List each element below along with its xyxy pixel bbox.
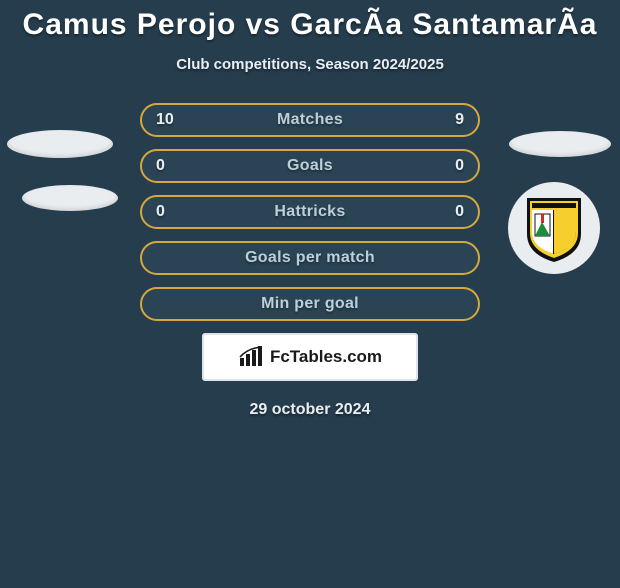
fctables-logo-box: FcTables.com [202, 333, 418, 381]
stat-row-matches: 10 Matches 9 [140, 103, 480, 137]
stat-left-value: 10 [156, 111, 174, 129]
page-subtitle: Club competitions, Season 2024/2025 [0, 56, 620, 73]
fctables-logo-text: FcTables.com [270, 347, 382, 367]
stat-row-hattricks: 0 Hattricks 0 [140, 195, 480, 229]
stat-row-goals: 0 Goals 0 [140, 149, 480, 183]
stat-row-min-per-goal: Min per goal [140, 287, 480, 321]
stat-label: Matches [277, 111, 343, 129]
page-title: Camus Perojo vs GarcÃ­a SantamarÃ­a [0, 8, 620, 42]
stat-right-value: 0 [455, 157, 464, 175]
stat-label: Goals per match [245, 249, 375, 267]
stat-left-value: 0 [156, 203, 165, 221]
stats-area: 10 Matches 9 0 Goals 0 0 Hattricks 0 Goa… [0, 103, 620, 321]
stat-left-value: 0 [156, 157, 165, 175]
bars-icon [238, 346, 266, 368]
stat-right-value: 9 [455, 111, 464, 129]
stat-label: Goals [287, 157, 333, 175]
date-text: 29 october 2024 [0, 401, 620, 419]
stat-right-value: 0 [455, 203, 464, 221]
stat-row-goals-per-match: Goals per match [140, 241, 480, 275]
stat-label: Hattricks [274, 203, 345, 221]
stat-label: Min per goal [261, 295, 359, 313]
